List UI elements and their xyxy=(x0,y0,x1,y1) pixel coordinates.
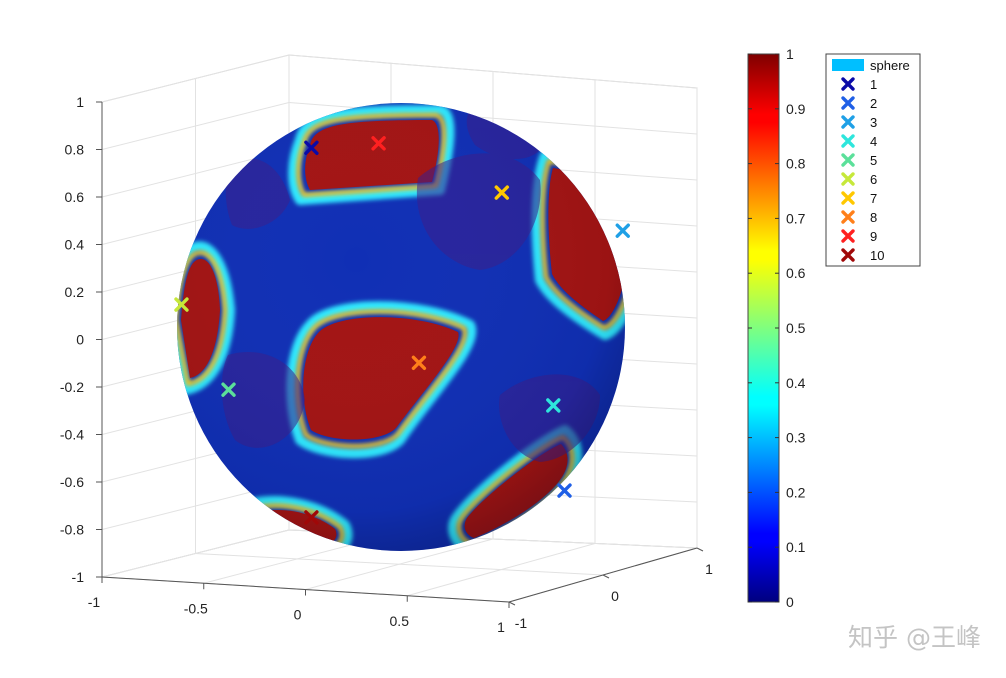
legend-label: 10 xyxy=(870,248,884,263)
z-tick-label: -0.2 xyxy=(60,379,84,395)
point-marker-6 xyxy=(174,297,189,312)
colorbar-tick-label: 0.3 xyxy=(786,430,806,446)
z-tick-label: -0.4 xyxy=(60,427,84,443)
x-tick-label: -1 xyxy=(88,594,101,610)
z-tick-label: 0.8 xyxy=(65,142,85,158)
sphere-shading xyxy=(177,103,625,551)
legend-swatch-10 xyxy=(841,248,855,262)
z-tick-label: -1 xyxy=(72,569,85,585)
z-tick-label: 0.4 xyxy=(65,237,85,253)
point-marker-7 xyxy=(494,185,509,200)
x-tick-label: 1 xyxy=(497,619,505,635)
legend-label: 7 xyxy=(870,191,877,206)
colorbar-tick-label: 0.4 xyxy=(786,375,806,391)
legend-label: 1 xyxy=(870,77,877,92)
colorbar: 0 0.1 0.2 0.3 0.4 0.5 0.6 0.7 0.8 0.9 1 xyxy=(747,46,806,610)
colorbar-ticks: 0 0.1 0.2 0.3 0.4 0.5 0.6 0.7 0.8 0.9 1 xyxy=(748,46,806,610)
legend-swatch-sphere xyxy=(832,59,864,71)
y-tick-label: 0 xyxy=(611,588,619,604)
y-tick-mark xyxy=(508,601,516,606)
sphere-surface xyxy=(177,103,625,551)
legend-label: 4 xyxy=(870,134,877,149)
y-tick-mark xyxy=(602,574,610,579)
y-tick-label: -1 xyxy=(515,615,528,631)
legend-label: sphere xyxy=(870,58,910,73)
legend: sphere 1 2 3 4 5 6 7 8 9 10 xyxy=(825,53,921,267)
point-marker-8 xyxy=(411,355,427,371)
legend-items: sphere 1 2 3 4 5 6 7 8 9 10 xyxy=(832,58,910,263)
z-tick-label: 0.6 xyxy=(65,189,85,205)
y-tick-label: 1 xyxy=(705,561,713,577)
colorbar-tick-label: 1 xyxy=(786,46,794,62)
point-marker-10 xyxy=(304,510,319,525)
x-tick-label: -0.5 xyxy=(184,600,208,616)
legend-label: 6 xyxy=(870,172,877,187)
y-gridline xyxy=(195,78,604,576)
point-marker-9 xyxy=(371,136,386,151)
colorbar-tick-label: 0.6 xyxy=(786,265,806,281)
colorbar-gradient xyxy=(747,53,780,603)
colorbar-tick-label: 0.1 xyxy=(786,539,806,555)
point-marker-3 xyxy=(615,223,630,238)
point-markers xyxy=(174,136,630,525)
axis-ticks: -1 -0.8 -0.6 -0.4 -0.2 0 0.2 0.4 0.6 0.8 1 -1 -0.5 0 0… xyxy=(60,94,713,635)
legend-swatch-9 xyxy=(841,229,855,243)
legend-swatch-5 xyxy=(841,153,855,167)
colorbar-tick-label: 0.9 xyxy=(786,101,806,117)
point-marker-1 xyxy=(304,140,319,156)
colorbar-tick-label: 0.5 xyxy=(786,320,806,336)
legend-label: 9 xyxy=(870,229,877,244)
legend-swatch-6 xyxy=(841,172,855,186)
legend-swatch-7 xyxy=(841,191,855,205)
z-tick-label: -0.6 xyxy=(60,474,84,490)
watermark: 知乎 @王峰 xyxy=(848,623,981,652)
z-tick-label: 0 xyxy=(76,332,84,348)
legend-swatch-4 xyxy=(841,134,855,148)
point-marker-4 xyxy=(546,398,561,413)
legend-swatch-2 xyxy=(841,96,855,110)
point-marker-2 xyxy=(557,483,572,498)
legend-swatch-8 xyxy=(841,210,855,224)
x-tick-label: 0.5 xyxy=(390,613,410,629)
legend-label: 8 xyxy=(870,210,877,225)
legend-label: 3 xyxy=(870,115,877,130)
z-tick-label: -0.8 xyxy=(60,522,84,538)
colorbar-tick-label: 0.2 xyxy=(786,484,806,500)
z-tick-label: 1 xyxy=(76,94,84,110)
legend-swatch-3 xyxy=(841,115,855,129)
legend-swatch-1 xyxy=(841,77,855,91)
legend-label: 5 xyxy=(870,153,877,168)
y-tick-mark xyxy=(696,547,704,552)
colorbar-tick-label: 0.7 xyxy=(786,210,806,226)
colorbar-tick-label: 0.8 xyxy=(786,156,806,172)
z-tick-label: 0.2 xyxy=(65,284,85,300)
legend-label: 2 xyxy=(870,96,877,111)
x-tick-label: 0 xyxy=(294,607,302,623)
point-marker-5 xyxy=(221,382,236,397)
colorbar-tick-label: 0 xyxy=(786,594,794,610)
